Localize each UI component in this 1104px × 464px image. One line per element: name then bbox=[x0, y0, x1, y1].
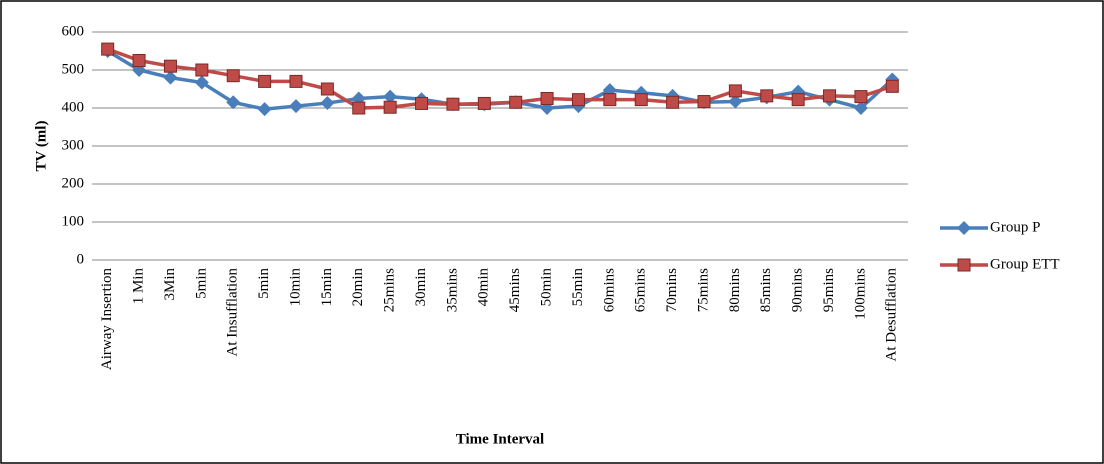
x-tick-label: 3Min bbox=[162, 268, 178, 301]
data-point bbox=[509, 95, 523, 109]
data-point bbox=[666, 95, 680, 109]
x-tick-label: 80mins bbox=[727, 268, 743, 312]
x-tick-label: 75mins bbox=[695, 268, 711, 312]
data-point bbox=[728, 84, 742, 98]
x-tick-label: 90mins bbox=[790, 268, 806, 312]
x-tick-label: 70mins bbox=[664, 268, 680, 312]
data-point bbox=[885, 79, 899, 93]
data-point bbox=[854, 90, 868, 104]
x-tick-label: 30min bbox=[413, 268, 429, 307]
y-tick-label: 300 bbox=[62, 137, 85, 153]
x-tick-label: 45mins bbox=[507, 268, 523, 312]
x-tick-label: 50min bbox=[539, 268, 555, 307]
data-point bbox=[194, 75, 209, 90]
x-tick-label: 20min bbox=[350, 268, 366, 307]
legend-label: Group P bbox=[990, 219, 1040, 235]
y-tick-label: 0 bbox=[77, 251, 85, 267]
data-point bbox=[697, 95, 711, 109]
data-point bbox=[728, 94, 743, 109]
data-point bbox=[163, 59, 177, 73]
data-point bbox=[791, 93, 805, 107]
x-axis-title: Time Interval bbox=[456, 431, 544, 447]
data-point bbox=[320, 96, 335, 111]
data-point bbox=[571, 93, 585, 107]
y-tick-label: 200 bbox=[62, 175, 85, 191]
legend-label: Group ETT bbox=[990, 256, 1060, 272]
data-point bbox=[289, 99, 303, 114]
data-point bbox=[258, 74, 272, 88]
data-point bbox=[477, 96, 491, 110]
x-tick-label: 5min bbox=[256, 268, 272, 299]
data-point bbox=[415, 96, 429, 110]
data-point bbox=[634, 93, 648, 107]
data-point bbox=[540, 92, 554, 105]
y-tick-label: 100 bbox=[62, 213, 85, 229]
data-point bbox=[289, 74, 303, 88]
legend-marker bbox=[957, 221, 971, 235]
data-point bbox=[760, 89, 774, 103]
data-point bbox=[226, 95, 241, 110]
data-point bbox=[603, 93, 617, 107]
x-tick-label: 85mins bbox=[758, 268, 774, 312]
x-tick-label: Airway Insertion bbox=[99, 268, 115, 371]
data-point bbox=[320, 82, 334, 96]
data-point bbox=[853, 101, 868, 115]
x-tick-label: 65mins bbox=[633, 268, 649, 312]
x-tick-label: 5min bbox=[193, 268, 209, 299]
data-point bbox=[195, 63, 209, 77]
x-tick-label: 15min bbox=[319, 268, 335, 307]
data-point bbox=[101, 42, 115, 56]
x-tick-label: 60mins bbox=[601, 268, 617, 312]
x-tick-label: 55min bbox=[570, 268, 586, 307]
x-tick-label: 10min bbox=[287, 268, 303, 307]
y-tick-label: 600 bbox=[62, 23, 85, 39]
data-point bbox=[226, 69, 240, 83]
x-tick-label: 35mins bbox=[444, 268, 460, 312]
data-point bbox=[823, 89, 837, 103]
x-tick-label: 25mins bbox=[382, 268, 398, 312]
data-point bbox=[132, 54, 146, 67]
legend-marker bbox=[957, 258, 971, 272]
x-tick-label: At Desufflation bbox=[884, 268, 900, 362]
data-point bbox=[446, 97, 460, 111]
y-tick-label: 400 bbox=[62, 99, 85, 115]
x-tick-label: 95mins bbox=[821, 268, 837, 312]
data-point bbox=[383, 89, 398, 104]
data-point bbox=[352, 101, 366, 115]
x-tick-label: 40min bbox=[476, 268, 492, 307]
x-tick-label: 100mins bbox=[852, 268, 868, 320]
x-tick-label: 1 Min bbox=[131, 268, 147, 305]
data-point bbox=[163, 70, 178, 85]
y-tick-label: 500 bbox=[62, 61, 85, 77]
data-point bbox=[383, 100, 397, 114]
y-axis-title: TV (ml) bbox=[33, 121, 49, 172]
data-point bbox=[257, 102, 272, 117]
x-tick-label: At Insufflation bbox=[225, 268, 241, 357]
